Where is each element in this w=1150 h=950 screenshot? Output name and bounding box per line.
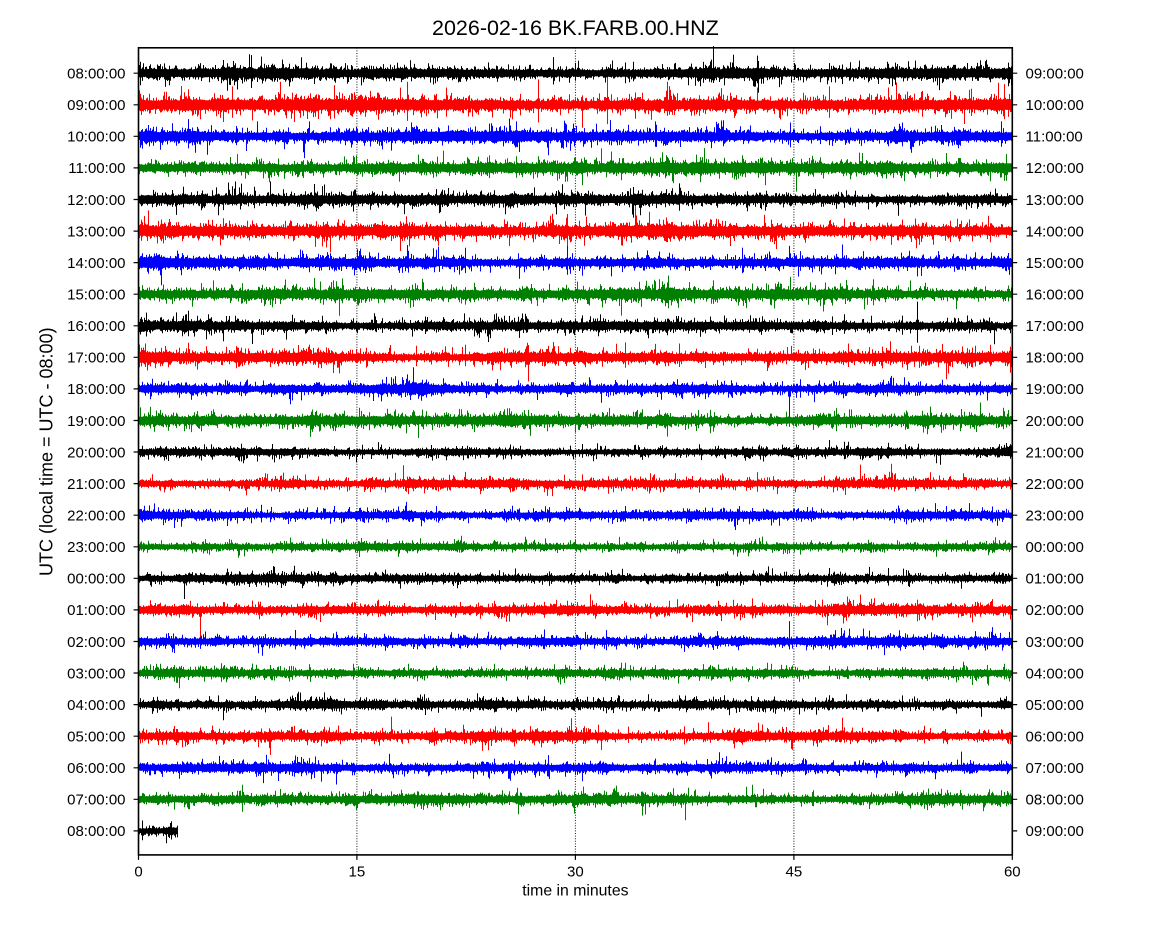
- svg-text:03:00:00: 03:00:00: [67, 665, 125, 682]
- svg-text:0: 0: [134, 864, 142, 881]
- svg-text:07:00:00: 07:00:00: [1026, 760, 1084, 777]
- svg-text:13:00:00: 13:00:00: [1026, 192, 1084, 209]
- svg-text:00:00:00: 00:00:00: [67, 571, 125, 588]
- svg-text:08:00:00: 08:00:00: [67, 66, 125, 83]
- svg-text:09:00:00: 09:00:00: [1026, 66, 1084, 83]
- svg-text:14:00:00: 14:00:00: [1026, 223, 1084, 240]
- svg-text:05:00:00: 05:00:00: [1026, 697, 1084, 714]
- svg-text:23:00:00: 23:00:00: [67, 539, 125, 556]
- svg-text:10:00:00: 10:00:00: [67, 129, 125, 146]
- svg-text:15:00:00: 15:00:00: [1026, 255, 1084, 272]
- svg-text:23:00:00: 23:00:00: [1026, 508, 1084, 525]
- svg-text:20:00:00: 20:00:00: [1026, 413, 1084, 430]
- svg-text:18:00:00: 18:00:00: [1026, 350, 1084, 367]
- svg-text:10:00:00: 10:00:00: [1026, 97, 1084, 114]
- svg-text:21:00:00: 21:00:00: [67, 476, 125, 493]
- svg-text:19:00:00: 19:00:00: [1026, 381, 1084, 398]
- svg-text:15: 15: [349, 864, 366, 881]
- svg-text:19:00:00: 19:00:00: [67, 413, 125, 430]
- svg-text:11:00:00: 11:00:00: [1026, 129, 1083, 146]
- svg-text:time in minutes: time in minutes: [522, 883, 628, 900]
- svg-text:21:00:00: 21:00:00: [1026, 444, 1084, 461]
- svg-text:2026-02-16 BK.FARB.00.HNZ: 2026-02-16 BK.FARB.00.HNZ: [432, 16, 719, 40]
- svg-text:05:00:00: 05:00:00: [67, 729, 125, 746]
- svg-text:16:00:00: 16:00:00: [67, 318, 125, 335]
- svg-text:22:00:00: 22:00:00: [67, 508, 125, 525]
- svg-text:04:00:00: 04:00:00: [67, 697, 125, 714]
- svg-text:02:00:00: 02:00:00: [1026, 602, 1084, 619]
- svg-text:00:00:00: 00:00:00: [1026, 539, 1084, 556]
- svg-text:12:00:00: 12:00:00: [67, 192, 125, 209]
- svg-text:12:00:00: 12:00:00: [1026, 160, 1084, 177]
- svg-text:16:00:00: 16:00:00: [1026, 287, 1084, 304]
- svg-text:17:00:00: 17:00:00: [67, 350, 125, 367]
- svg-text:01:00:00: 01:00:00: [1026, 571, 1084, 588]
- svg-text:06:00:00: 06:00:00: [67, 760, 125, 777]
- svg-text:06:00:00: 06:00:00: [1026, 729, 1084, 746]
- svg-text:11:00:00: 11:00:00: [68, 160, 125, 177]
- svg-text:60: 60: [1004, 864, 1021, 881]
- svg-text:01:00:00: 01:00:00: [67, 602, 125, 619]
- svg-text:30: 30: [567, 864, 584, 881]
- svg-text:22:00:00: 22:00:00: [1026, 476, 1084, 493]
- svg-text:UTC (local time = UTC - 08:00): UTC (local time = UTC - 08:00): [37, 327, 57, 576]
- svg-text:15:00:00: 15:00:00: [67, 287, 125, 304]
- svg-text:09:00:00: 09:00:00: [67, 97, 125, 114]
- svg-text:09:00:00: 09:00:00: [1026, 823, 1084, 840]
- svg-text:08:00:00: 08:00:00: [67, 823, 125, 840]
- svg-text:17:00:00: 17:00:00: [1026, 318, 1084, 335]
- svg-text:20:00:00: 20:00:00: [67, 444, 125, 461]
- svg-text:03:00:00: 03:00:00: [1026, 634, 1084, 651]
- svg-text:45: 45: [786, 864, 803, 881]
- svg-text:13:00:00: 13:00:00: [67, 223, 125, 240]
- svg-text:08:00:00: 08:00:00: [1026, 792, 1084, 809]
- svg-text:02:00:00: 02:00:00: [67, 634, 125, 651]
- svg-text:14:00:00: 14:00:00: [67, 255, 125, 272]
- svg-text:04:00:00: 04:00:00: [1026, 665, 1084, 682]
- svg-text:18:00:00: 18:00:00: [67, 381, 125, 398]
- svg-text:07:00:00: 07:00:00: [67, 792, 125, 809]
